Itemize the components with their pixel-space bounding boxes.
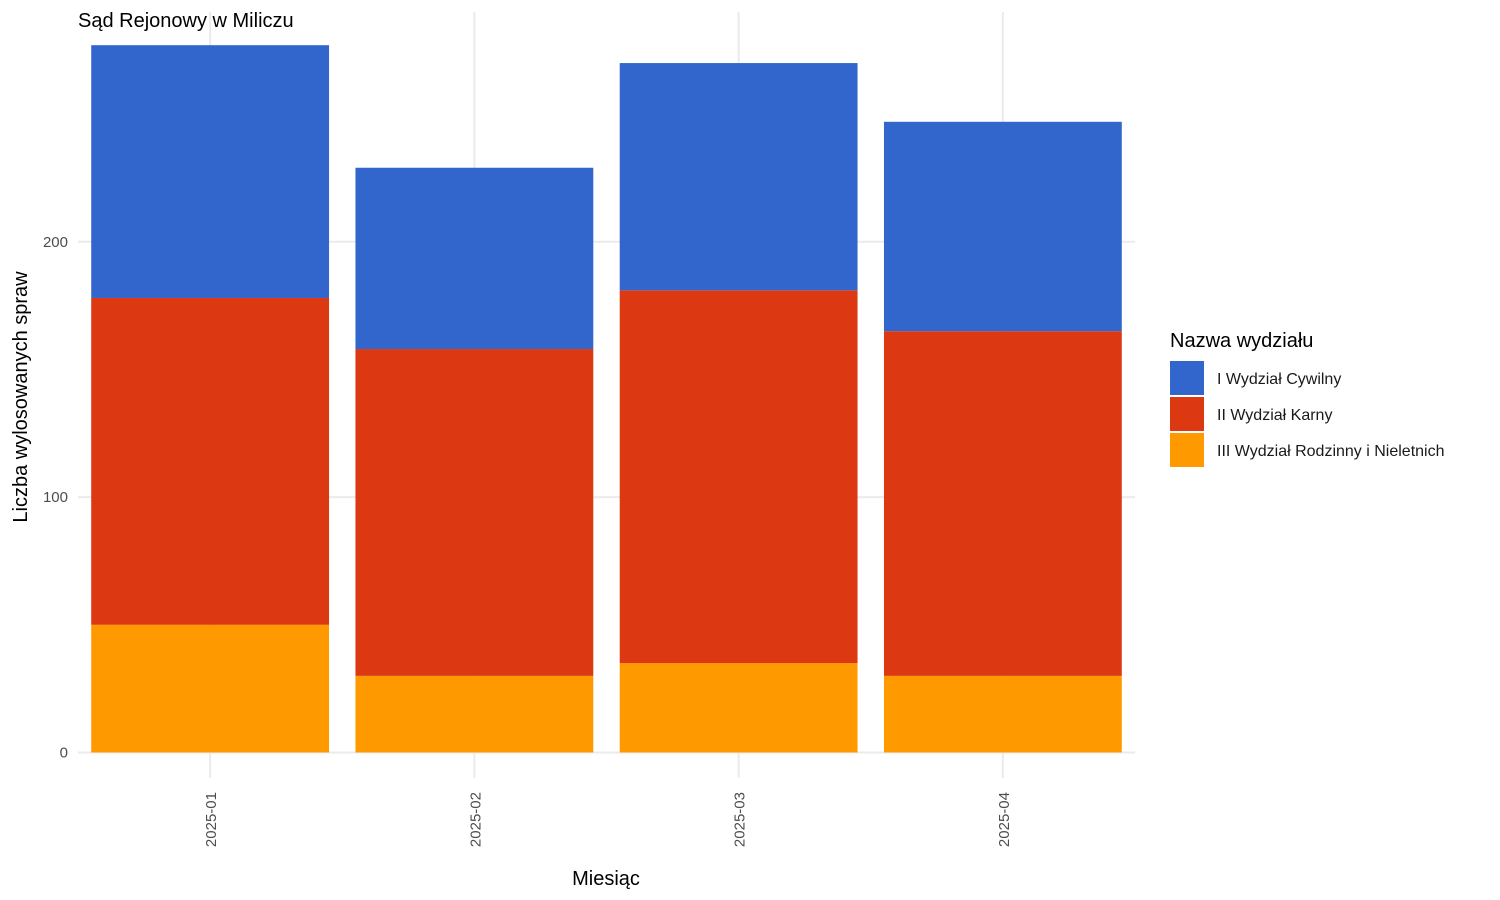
x-tick-label: 2025-03 (732, 792, 749, 847)
axis-layer: 0 100 200 2025-01 2025-02 2025-03 2025-04 (43, 234, 1013, 847)
bar-segment (883, 121, 1122, 332)
bar-segment (883, 331, 1122, 676)
x-tick-label: 2025-01 (203, 792, 220, 847)
bar-segment (91, 297, 330, 625)
legend-label: II Wydział Karny (1217, 407, 1332, 424)
legend-label: I Wydział Cywilny (1217, 371, 1341, 388)
x-tick-label: 2025-04 (996, 792, 1013, 847)
legend: Nazwa wydziału I Wydział Cywilny II Wydzi… (1170, 330, 1445, 467)
bar-segment (355, 675, 594, 753)
bar-segment (91, 45, 330, 298)
y-tick-label: 0 (60, 744, 68, 761)
legend-label: III Wydział Rodzinny i Nieletnich (1217, 443, 1445, 460)
y-tick-label: 100 (43, 489, 68, 506)
legend-swatch (1170, 397, 1204, 431)
legend-swatch (1170, 361, 1204, 395)
legend-swatch (1170, 433, 1204, 467)
y-tick-label: 200 (43, 234, 68, 251)
x-tick-label: 2025-02 (467, 792, 484, 847)
bar-segment (619, 290, 858, 664)
legend-items: I Wydział Cywilny II Wydział Karny III Wyd… (1170, 361, 1445, 467)
bar-segment (619, 663, 858, 753)
bars-layer (91, 45, 1122, 753)
y-axis-title: Liczba wylosowanych spraw (10, 271, 32, 523)
x-axis-title: Miesiąc (572, 868, 640, 890)
bar-segment (91, 624, 330, 753)
bar-segment (619, 63, 858, 291)
bar-segment (355, 167, 594, 350)
bar-segment (883, 675, 1122, 753)
legend-title: Nazwa wydziału (1170, 330, 1313, 352)
chart-title: Sąd Rejonowy w Miliczu (78, 10, 294, 32)
bar-segment (355, 349, 594, 676)
